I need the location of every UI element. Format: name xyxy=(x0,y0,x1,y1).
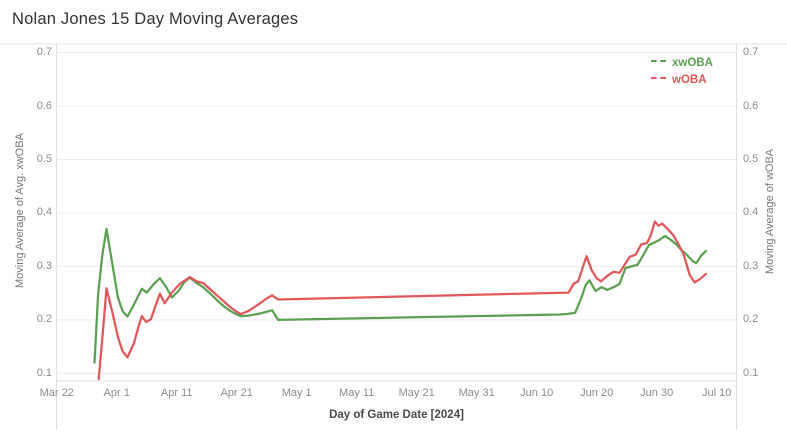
y-tick-label-left-0.5: 0.5 xyxy=(36,153,52,165)
y-tick-label-left-0.3: 0.3 xyxy=(36,259,52,272)
y-tick-label-right-0.1: 0.1 xyxy=(743,366,759,379)
y-tick-label-left-0.2: 0.2 xyxy=(36,313,52,326)
series-line-woba[interactable] xyxy=(97,220,708,381)
x-tick-label-apr-11: Apr 11 xyxy=(160,387,193,399)
y-tick-label-right-0.7: 0.7 xyxy=(743,46,759,59)
y-tick-label-right-0.5: 0.5 xyxy=(743,153,759,165)
legend-item-xwoba[interactable]: xwOBA xyxy=(651,55,713,72)
x-axis-title: Day of Game Date [2024] xyxy=(329,409,464,421)
y-tick-label-left-0.4: 0.4 xyxy=(36,206,52,219)
y-tick-label-right-0.3: 0.3 xyxy=(743,259,759,272)
y-tick-label-left-0.7: 0.7 xyxy=(36,46,52,59)
legend-dash-icon xyxy=(651,76,666,79)
legend-item-woba[interactable]: wOBA xyxy=(651,72,713,89)
y-tick-label-right-0.6: 0.6 xyxy=(743,99,759,112)
x-tick-label-may-11: May 11 xyxy=(339,387,375,399)
legend-label: xwOBA xyxy=(672,57,713,69)
chart-title: Nolan Jones 15 Day Moving Averages xyxy=(12,10,299,28)
x-tick-label-jul-10: Jul 10 xyxy=(702,387,732,399)
series-line-xwoba[interactable] xyxy=(93,227,708,364)
legend-dash-icon xyxy=(651,59,666,62)
x-tick-label-jun-30: Jun 30 xyxy=(640,387,674,399)
legend-label: wOBA xyxy=(672,74,707,86)
legend: xwOBA wOBA xyxy=(651,55,713,89)
x-tick-label-apr-1: Apr 1 xyxy=(103,387,130,399)
y-tick-label-right-0.2: 0.2 xyxy=(743,313,759,326)
x-tick-label-may-1: May 1 xyxy=(281,387,312,399)
x-tick-label-may-21: May 21 xyxy=(398,387,435,399)
x-tick-label-jun-10: Jun 10 xyxy=(520,387,554,399)
x-tick-label-jun-20: Jun 20 xyxy=(580,387,614,399)
x-tick-label-mar-22: Mar 22 xyxy=(39,387,74,399)
y-tick-label-left-0.1: 0.1 xyxy=(36,366,52,379)
y-tick-label-right-0.4: 0.4 xyxy=(743,206,759,219)
x-tick-label-apr-21: Apr 21 xyxy=(220,387,253,399)
y-tick-label-left-0.6: 0.6 xyxy=(36,99,52,112)
x-tick-label-may-31: May 31 xyxy=(458,387,495,399)
